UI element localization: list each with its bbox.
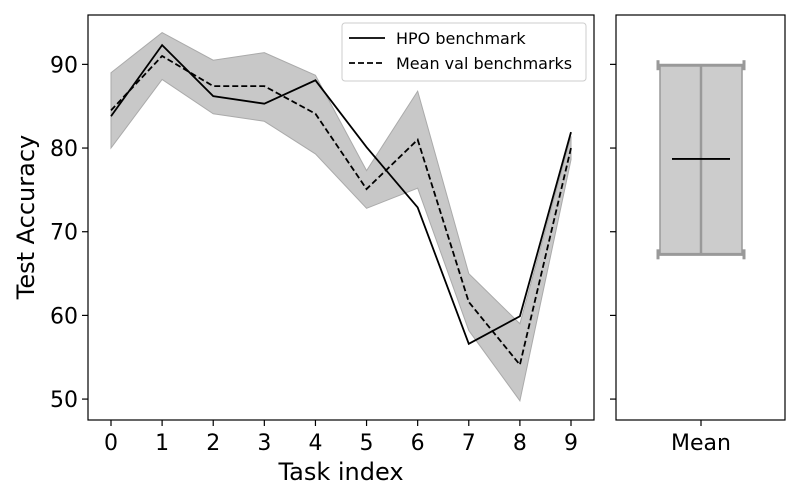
y-tick-label-60: 60 — [50, 304, 78, 329]
x-tick-label-6: 6 — [411, 431, 425, 456]
x-tick-layer: 0 1 2 3 4 5 6 7 8 9 — [104, 420, 578, 456]
mean-x-tick-label: Mean — [671, 431, 731, 456]
y-tick-label-80: 80 — [50, 137, 78, 162]
x-tick-label-8: 8 — [513, 431, 527, 456]
legend: HPO benchmark Mean val benchmarks — [341, 22, 587, 82]
y-tick-layer: 50 60 70 80 90 — [50, 53, 88, 413]
confidence-band-layer — [110, 31, 572, 402]
x-tick-label-9: 9 — [564, 431, 578, 456]
series-line-mean-val-benchmarks — [110, 54, 572, 367]
x-tick-label-0: 0 — [104, 431, 118, 456]
x-tick-label-7: 7 — [462, 431, 476, 456]
y-tick-label-70: 70 — [50, 221, 78, 246]
legend-label-hpo: HPO benchmark — [396, 29, 526, 48]
legend-frame — [341, 22, 587, 82]
y-tick-label-90: 90 — [50, 53, 78, 78]
confidence-band — [110, 31, 572, 402]
x-tick-label-2: 2 — [206, 431, 220, 456]
main-plot: 0 1 2 3 4 5 6 7 8 9 50 60 70 80 90 Task index Test Ac… — [12, 14, 595, 486]
series-line-layer — [110, 43, 572, 367]
y-tick-label-50: 50 — [50, 388, 78, 413]
x-tick-label-1: 1 — [155, 431, 169, 456]
mean-box-plot: Mean — [610, 14, 786, 456]
x-tick-label-5: 5 — [360, 431, 374, 456]
right-y-tick-layer — [610, 63, 616, 400]
x-tick-label-4: 4 — [308, 431, 322, 456]
y-axis-label: Test Accuracy — [12, 135, 40, 300]
main-plot-frame — [87, 14, 595, 421]
x-tick-label-3: 3 — [257, 431, 271, 456]
legend-label-mean-val: Mean val benchmarks — [396, 54, 572, 73]
box-layer — [656, 60, 746, 260]
x-axis-label: Task index — [277, 458, 403, 486]
